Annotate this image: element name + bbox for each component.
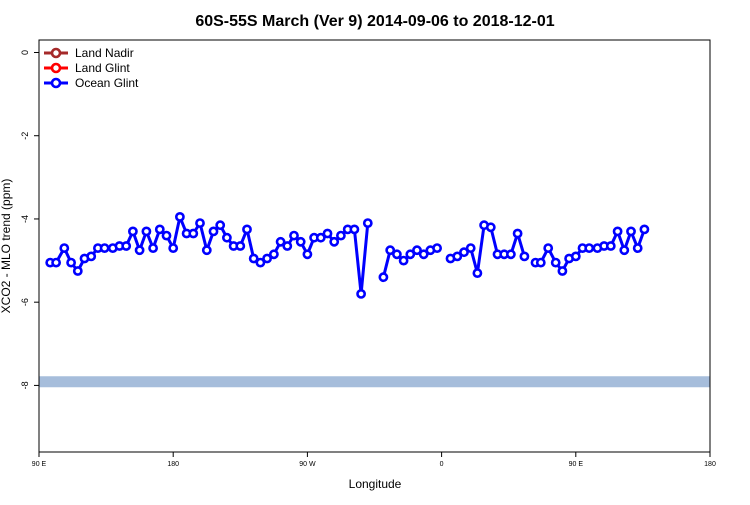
data-point [248, 253, 259, 264]
data-point [535, 257, 546, 268]
data-point [452, 251, 463, 262]
data-point [201, 245, 212, 256]
data-point [519, 251, 530, 262]
data-point [221, 232, 232, 243]
x-tick-label: 180 [167, 461, 179, 468]
data-point [154, 224, 165, 235]
data-point [543, 243, 554, 253]
data-point [418, 249, 429, 260]
data-point [639, 224, 650, 235]
data-point [329, 236, 340, 247]
y-tick-label: -6 [20, 298, 30, 306]
data-point [391, 249, 402, 260]
data-point [405, 249, 416, 260]
x-tick-label: 90 W [299, 461, 316, 468]
data-point [262, 253, 272, 264]
plot-frame [38, 39, 711, 453]
data-point [282, 241, 293, 251]
y-tick-label: -2 [20, 132, 30, 140]
x-axis-label: Longitude [349, 477, 402, 491]
x-tick-label: 0 [440, 461, 444, 468]
legend-swatch-marker [50, 62, 62, 74]
data-point [99, 243, 110, 253]
data-point [66, 257, 76, 268]
series-line [50, 215, 370, 296]
data-point [127, 226, 138, 237]
data-point [174, 211, 185, 222]
data-point [289, 230, 299, 241]
data-point [570, 251, 581, 262]
data-point [295, 236, 306, 247]
data-point [208, 226, 219, 237]
data-point [632, 243, 643, 253]
data-point [605, 241, 616, 251]
reference-band [39, 376, 710, 388]
data-point [148, 243, 158, 253]
data-point [255, 257, 266, 268]
data-point [215, 220, 226, 231]
data-point [51, 257, 61, 268]
data-point [349, 224, 360, 235]
data-point [472, 268, 483, 278]
legend-swatch-marker [50, 77, 62, 89]
data-point [235, 241, 246, 251]
x-tick-label: 90 E [569, 461, 584, 468]
data-point [72, 266, 83, 276]
data-point [195, 218, 205, 228]
data-point [398, 255, 409, 266]
data-point [134, 245, 145, 256]
data-point [626, 226, 636, 237]
data-point [412, 245, 422, 256]
data-point [612, 226, 623, 237]
data-point [59, 243, 70, 253]
data-point [584, 243, 595, 253]
data-point [505, 249, 516, 260]
data-point [512, 228, 523, 239]
data-point [161, 230, 172, 241]
data-point [385, 245, 396, 256]
data-point [356, 288, 366, 299]
data-point [121, 241, 132, 251]
data-point [242, 224, 252, 235]
y-tick-label: -8 [20, 381, 30, 389]
data-point [268, 249, 279, 260]
data-point [619, 245, 630, 256]
data-point [550, 257, 561, 268]
legend-label: Land Nadir [75, 46, 134, 60]
y-tick-label: -4 [20, 215, 30, 223]
data-point [432, 243, 442, 253]
x-tick-label: 90 E [32, 461, 47, 468]
data-point [557, 266, 568, 276]
x-tick-label: 180 [704, 461, 716, 468]
data-point [168, 243, 179, 253]
data-point [485, 222, 496, 233]
data-point [141, 226, 152, 237]
data-point [459, 247, 469, 258]
legend-label: Land Glint [75, 61, 130, 75]
data-point [275, 236, 286, 247]
data-point [465, 243, 476, 253]
y-tick-label: 0 [20, 50, 30, 55]
legend-label: Ocean Glint [75, 76, 139, 90]
data-point [188, 228, 199, 239]
data-point [302, 249, 313, 260]
chart-title: 60S-55S March (Ver 9) 2014-09-06 to 2018… [195, 13, 554, 30]
plot-area: 0 -2 -4 -6 -8 90 E 180 90 W 0 90 E 180 [20, 39, 716, 468]
data-point [86, 251, 97, 262]
data-point [335, 230, 346, 241]
legend-swatch-marker [50, 47, 62, 59]
y-axis-label: XCO2 - MLO trend (ppm) [0, 179, 13, 314]
data-point [362, 218, 373, 228]
data-point [315, 232, 326, 243]
data-point [322, 228, 333, 239]
data-point [378, 272, 389, 283]
